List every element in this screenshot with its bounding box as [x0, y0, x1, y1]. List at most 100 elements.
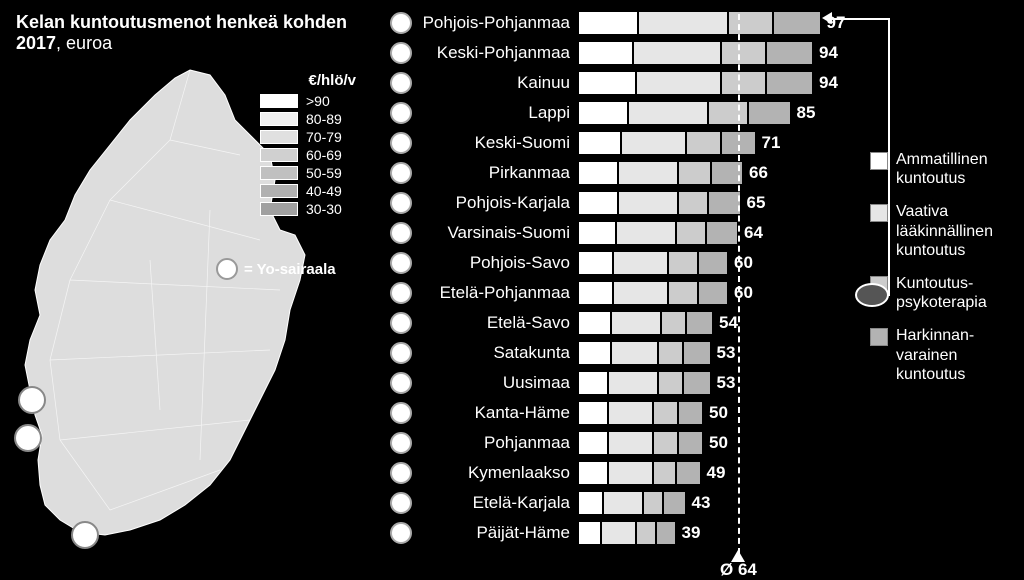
- average-line: [738, 14, 740, 554]
- bar-segment: [578, 221, 616, 245]
- bar-segment: [656, 521, 676, 545]
- row-bar-container: 39: [578, 521, 868, 545]
- map-legend-swatch: [260, 94, 298, 108]
- row-bar-container: 64: [578, 221, 868, 245]
- row-value: 39: [682, 523, 701, 543]
- row-bar-container: 65: [578, 191, 868, 215]
- bar-segment: [578, 11, 638, 35]
- bar-segment: [636, 521, 656, 545]
- bar-segment: [653, 461, 676, 485]
- bar-segment: [683, 341, 711, 365]
- row-circle-icon: [390, 162, 412, 184]
- map-legend: €/hlö/v >9080-8970-7960-6950-5940-4930-3…: [260, 72, 356, 219]
- bar-segment: [578, 371, 608, 395]
- row-label: Etelä-Karjala: [418, 493, 578, 513]
- row-bar-container: 43: [578, 491, 868, 515]
- bar-segment: [633, 41, 721, 65]
- bar-segment: [618, 191, 678, 215]
- bar-row: Pohjois-Karjala65: [390, 188, 850, 217]
- row-value: 60: [734, 283, 753, 303]
- bar-row: Keski-Suomi71: [390, 128, 850, 157]
- row-label: Keski-Suomi: [418, 133, 578, 153]
- legend-text: Harkinnan-varainen kuntoutus: [896, 326, 1020, 384]
- row-value: 94: [819, 73, 838, 93]
- bar-segment: [721, 41, 766, 65]
- row-label: Kanta-Häme: [418, 403, 578, 423]
- bar-segment: [668, 281, 698, 305]
- bar-row: Pohjois-Pohjanmaa97: [390, 8, 850, 37]
- average-label: Ø 64: [720, 560, 757, 580]
- row-circle-icon: [390, 402, 412, 424]
- map-legend-row: 40-49: [260, 183, 356, 199]
- map-legend-label: 30-30: [306, 201, 356, 217]
- bar-row: Kainuu94: [390, 68, 850, 97]
- bar-row: Etelä-Savo54: [390, 308, 850, 337]
- bar-segment: [578, 401, 608, 425]
- bar-segment: [578, 131, 621, 155]
- bar-segment: [578, 191, 618, 215]
- map-legend-label: >90: [306, 93, 356, 109]
- chart-title: Kelan kuntoutusmenot henkeä kohden 2017,…: [16, 12, 376, 54]
- row-circle-icon: [390, 252, 412, 274]
- bar-row: Pohjois-Savo60: [390, 248, 850, 277]
- row-label: Etelä-Savo: [418, 313, 578, 333]
- map-legend-swatch: [260, 112, 298, 126]
- row-circle-icon: [390, 192, 412, 214]
- bar-segment: [678, 401, 703, 425]
- row-circle-icon: [390, 522, 412, 544]
- bar-chart: Pohjois-Pohjanmaa97 Keski-Pohjanmaa 94Kain…: [390, 8, 850, 568]
- bar-segment: [578, 71, 636, 95]
- bar-segment: [608, 461, 653, 485]
- row-bar-container: 54: [578, 311, 868, 335]
- row-bar-container: 60: [578, 281, 868, 305]
- legend-text: Ammatillinen kuntoutus: [896, 150, 1020, 188]
- bar-segment: [638, 11, 728, 35]
- map-legend-title: €/hlö/v: [260, 72, 356, 89]
- row-value: 60: [734, 253, 753, 273]
- row-value: 66: [749, 163, 768, 183]
- bar-segment: [678, 161, 711, 185]
- bar-segment: [658, 341, 683, 365]
- legend-swatch: [870, 152, 888, 170]
- row-circle-icon: [390, 12, 412, 34]
- yo-label: = Yo-sairaala: [244, 261, 336, 278]
- row-circle-icon: [390, 312, 412, 334]
- bar-segment: [678, 431, 703, 455]
- map-legend-label: 70-79: [306, 129, 356, 145]
- bar-segment: [578, 341, 611, 365]
- bar-row: Päijät-Häme 39: [390, 518, 850, 547]
- bar-segment: [578, 281, 613, 305]
- bar-row: Etelä-Pohjanmaa60: [390, 278, 850, 307]
- row-circle-icon: [390, 102, 412, 124]
- row-value: 64: [744, 223, 763, 243]
- map-legend-row: 30-30: [260, 201, 356, 217]
- map-legend-label: 80-89: [306, 111, 356, 127]
- row-bar-container: 85: [578, 101, 868, 125]
- row-bar-container: 53: [578, 341, 868, 365]
- yo-circle-icon: [216, 258, 238, 280]
- bar-row: Pohjanmaa50: [390, 428, 850, 457]
- arrowhead-icon: [822, 12, 832, 24]
- row-circle-icon: [390, 72, 412, 94]
- row-label: Lappi: [418, 103, 578, 123]
- bar-segment: [708, 191, 741, 215]
- row-label: Päijät-Häme: [418, 523, 578, 543]
- row-label: Keski-Pohjanmaa: [418, 43, 578, 63]
- bar-segment: [708, 101, 748, 125]
- row-value: 50: [709, 403, 728, 423]
- bar-row: Kanta-Häme 50: [390, 398, 850, 427]
- title-year: 2017: [16, 33, 56, 53]
- map-legend-row: >90: [260, 93, 356, 109]
- bar-segment: [613, 251, 668, 275]
- bar-segment: [728, 11, 773, 35]
- bar-segment: [608, 401, 653, 425]
- legend-swatch: [870, 328, 888, 346]
- row-value: 43: [692, 493, 711, 513]
- bar-segment: [578, 311, 611, 335]
- row-circle-icon: [390, 132, 412, 154]
- bar-segment: [613, 281, 668, 305]
- row-bar-container: 94: [578, 41, 868, 65]
- row-bar-container: 50: [578, 431, 868, 455]
- bar-segment: [668, 251, 698, 275]
- series-legend: Ammatillinen kuntoutusVaativa lääkinnäll…: [870, 150, 1020, 398]
